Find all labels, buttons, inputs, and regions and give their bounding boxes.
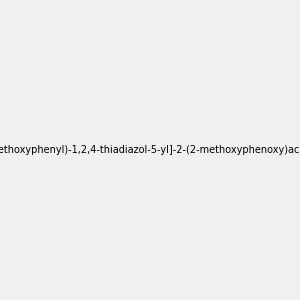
Text: N-[3-(4-ethoxyphenyl)-1,2,4-thiadiazol-5-yl]-2-(2-methoxyphenoxy)acetamide: N-[3-(4-ethoxyphenyl)-1,2,4-thiadiazol-5… [0,145,300,155]
